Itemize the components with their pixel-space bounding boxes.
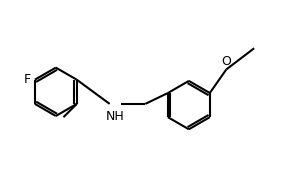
- Text: NH: NH: [106, 110, 125, 123]
- Text: F: F: [24, 73, 31, 86]
- Text: O: O: [221, 55, 231, 68]
